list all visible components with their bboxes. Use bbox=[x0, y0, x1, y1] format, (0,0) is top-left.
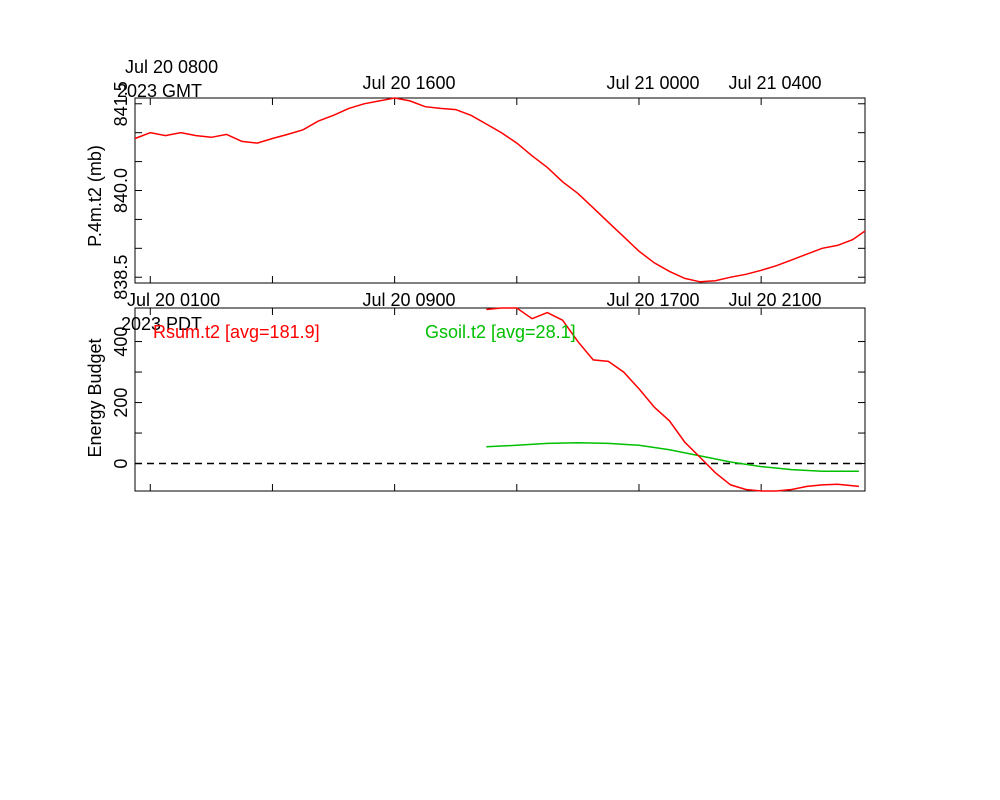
pressure-y-axis-label: P.4m.t2 (mb) bbox=[85, 145, 105, 247]
energy-plot-ticks bbox=[149, 308, 762, 491]
gmt-tick-label-3: Jul 21 0400 bbox=[728, 73, 821, 93]
y-tick-label: 400 bbox=[111, 327, 131, 357]
gsoil-series-line bbox=[486, 442, 859, 472]
legend-rsum: Rsum.t2 [avg=181.9] bbox=[153, 322, 320, 342]
gmt-first-label-line1: Jul 20 0800 bbox=[125, 57, 218, 77]
y-tick-label: 841.5 bbox=[111, 81, 131, 126]
pdt-first-label-line1: Jul 20 0100 bbox=[127, 290, 220, 310]
energy-y-axis: 0 200 400 bbox=[111, 327, 865, 469]
gmt-tick-label-1: Jul 20 1600 bbox=[362, 73, 455, 93]
gmt-tick-label-2: Jul 21 0000 bbox=[606, 73, 699, 93]
pdt-tick-label-3: Jul 20 2100 bbox=[728, 290, 821, 310]
pdt-first-label-line2: 2023 PDT bbox=[121, 314, 202, 334]
pressure-plot-frame bbox=[134, 97, 866, 284]
y-tick-label: 0 bbox=[111, 459, 131, 469]
pressure-series-line bbox=[134, 97, 866, 283]
pdt-tick-label-1: Jul 20 0900 bbox=[362, 290, 455, 310]
legend-gsoil: Gsoil.t2 [avg=28.1] bbox=[425, 322, 576, 342]
pdt-tick-label-2: Jul 20 1700 bbox=[606, 290, 699, 310]
y-tick-label: 840.0 bbox=[111, 168, 131, 213]
pressure-plot-ticks bbox=[149, 98, 762, 283]
energy-y-axis-label: Energy Budget bbox=[85, 338, 105, 457]
pressure-y-axis: 838.5 840.0 841.5 bbox=[111, 81, 865, 300]
y-tick-label: 200 bbox=[111, 388, 131, 418]
rsum-series-line bbox=[486, 307, 859, 492]
gmt-first-label-line2: 2023 GMT bbox=[117, 81, 202, 101]
y-tick-label: 838.5 bbox=[111, 255, 131, 300]
